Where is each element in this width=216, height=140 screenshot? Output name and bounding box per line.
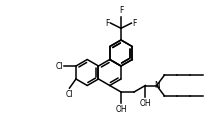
Text: Cl: Cl [56,61,63,71]
Text: Cl: Cl [66,90,73,99]
Text: OH: OH [115,105,127,114]
Text: N: N [154,81,160,90]
Text: F: F [105,19,110,28]
Text: F: F [132,19,137,28]
Text: F: F [119,6,123,15]
Text: OH: OH [140,99,151,108]
